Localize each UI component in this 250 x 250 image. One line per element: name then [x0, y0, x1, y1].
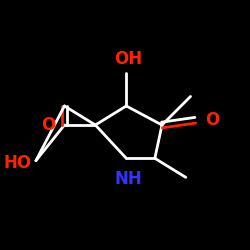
- Text: OH: OH: [114, 50, 143, 68]
- Text: O: O: [41, 116, 55, 134]
- Text: NH: NH: [115, 170, 142, 188]
- Text: HO: HO: [3, 154, 31, 172]
- Text: O: O: [205, 111, 219, 129]
